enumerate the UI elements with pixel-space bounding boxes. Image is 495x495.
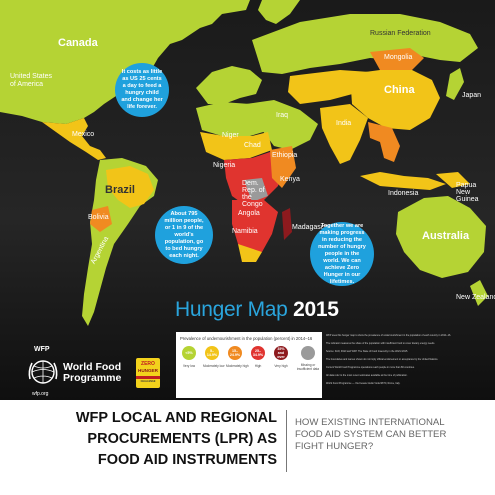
sahel-landmass: [200, 132, 272, 160]
india-landmass: [320, 104, 368, 164]
mexico-landmass: [42, 118, 106, 160]
map-label-india: India: [336, 120, 352, 127]
east-africa-landmass: [270, 146, 296, 188]
map-label-drc: Dem. Rep. of the Congo: [242, 180, 265, 208]
europe-landmass: [196, 66, 262, 104]
map-label-ethiopia: Ethiopia: [272, 152, 298, 159]
info-bubble-progress: Together we are making progress in reduc…: [310, 222, 374, 286]
legend: Prevalence of undernourishment in the po…: [176, 332, 322, 398]
map-label-nigeria: Nigeria: [213, 162, 236, 169]
world-map: [0, 0, 495, 400]
legend-item-very-low: <5% Very low: [180, 346, 198, 368]
caption-title: WFP LOCAL AND REGIONAL PROCUREMENTS (LPR…: [75, 410, 277, 468]
legend-title: Prevalence of undernourishment in the po…: [180, 336, 313, 341]
map-label-china: China: [384, 84, 415, 96]
info-bubble-cost: It costs as little as US 25 cents a day …: [115, 63, 169, 117]
wfp-url: wfp.org: [32, 391, 49, 397]
map-label-indonesia: Indonesia: [388, 190, 419, 197]
map-label-new-zealand: New Zealand: [456, 294, 495, 301]
caption-divider: [286, 410, 287, 472]
middle-east-landmass: [246, 100, 318, 150]
legend-item-high: 25–34.9% High: [249, 346, 267, 368]
map-label-bolivia: Bolivia: [88, 214, 109, 221]
fine-print-notes: WFP uses this hunger map to show the pre…: [326, 334, 452, 385]
southern-africa-landmass: [232, 200, 278, 260]
map-label-madagascar: Madagascar: [292, 224, 331, 231]
map-label-mexico: Mexico: [72, 131, 95, 138]
new-zealand-landmass: [470, 280, 488, 306]
legend-item-moderately-low: 5–14.9% Moderately low: [203, 346, 224, 368]
wfp-emblem-icon: [28, 360, 58, 384]
legend-item-moderately-high: 15–24.9% Moderately high: [226, 346, 249, 368]
map-label-usa: United States of America: [10, 73, 53, 88]
map-label-namibia: Namibia: [232, 228, 258, 235]
hunger-map-poster: Canada United States of America Mexico B…: [0, 0, 495, 400]
info-bubble-people: About 795 million people, or 1 in 9 of t…: [155, 206, 213, 264]
australia-landmass: [396, 196, 486, 278]
legend-item-missing: Missing or insufficient data: [296, 346, 320, 371]
china-landmass: [350, 70, 440, 130]
wfp-org-name: World Food Programme: [63, 361, 122, 384]
southeast-asia-landmass: [368, 122, 400, 162]
map-label-canada: Canada: [58, 37, 98, 49]
bolivia-landmass: [90, 206, 112, 232]
brazil-landmass: [106, 166, 154, 208]
russia-landmass: [252, 14, 478, 74]
map-label-kenya: Kenya: [280, 176, 300, 183]
congo-landmass: [244, 178, 268, 202]
legend-item-very-high: 35% and over Very high: [274, 346, 288, 368]
japan-landmass: [446, 68, 464, 100]
map-label-japan: Japan: [462, 92, 482, 99]
map-label-mongolia: Mongolia: [384, 54, 413, 61]
map-label-angola: Angola: [238, 210, 260, 217]
papua-landmass: [436, 172, 470, 188]
north-america-landmass: [0, 0, 250, 124]
greenland-landmass: [258, 0, 300, 24]
south-africa-landmass: [238, 244, 262, 262]
wfp-acronym: WFP: [34, 346, 50, 353]
map-label-papua-new-guinea: Papua New Guinea: [456, 182, 479, 203]
map-label-australia: Australia: [422, 230, 470, 242]
map-label-iraq: Iraq: [276, 112, 289, 119]
caption-question: HOW EXISTING INTERNATIONAL FOOD AID SYST…: [295, 417, 447, 452]
map-label-brazil: Brazil: [105, 184, 135, 196]
map-title: Hunger Map 2015: [175, 298, 339, 321]
madagascar-landmass: [282, 208, 292, 240]
map-label-russia: Russian Federation: [370, 30, 431, 37]
zero-hunger-logo: ZERO HUNGER CHALLENGE: [136, 358, 160, 388]
north-africa-landmass: [196, 102, 270, 136]
indonesia-landmass: [360, 172, 446, 190]
map-label-chad: Chad: [244, 142, 261, 149]
central-asia-landmass: [288, 70, 370, 104]
mongolia-landmass: [370, 48, 424, 70]
map-label-niger: Niger: [222, 132, 239, 139]
